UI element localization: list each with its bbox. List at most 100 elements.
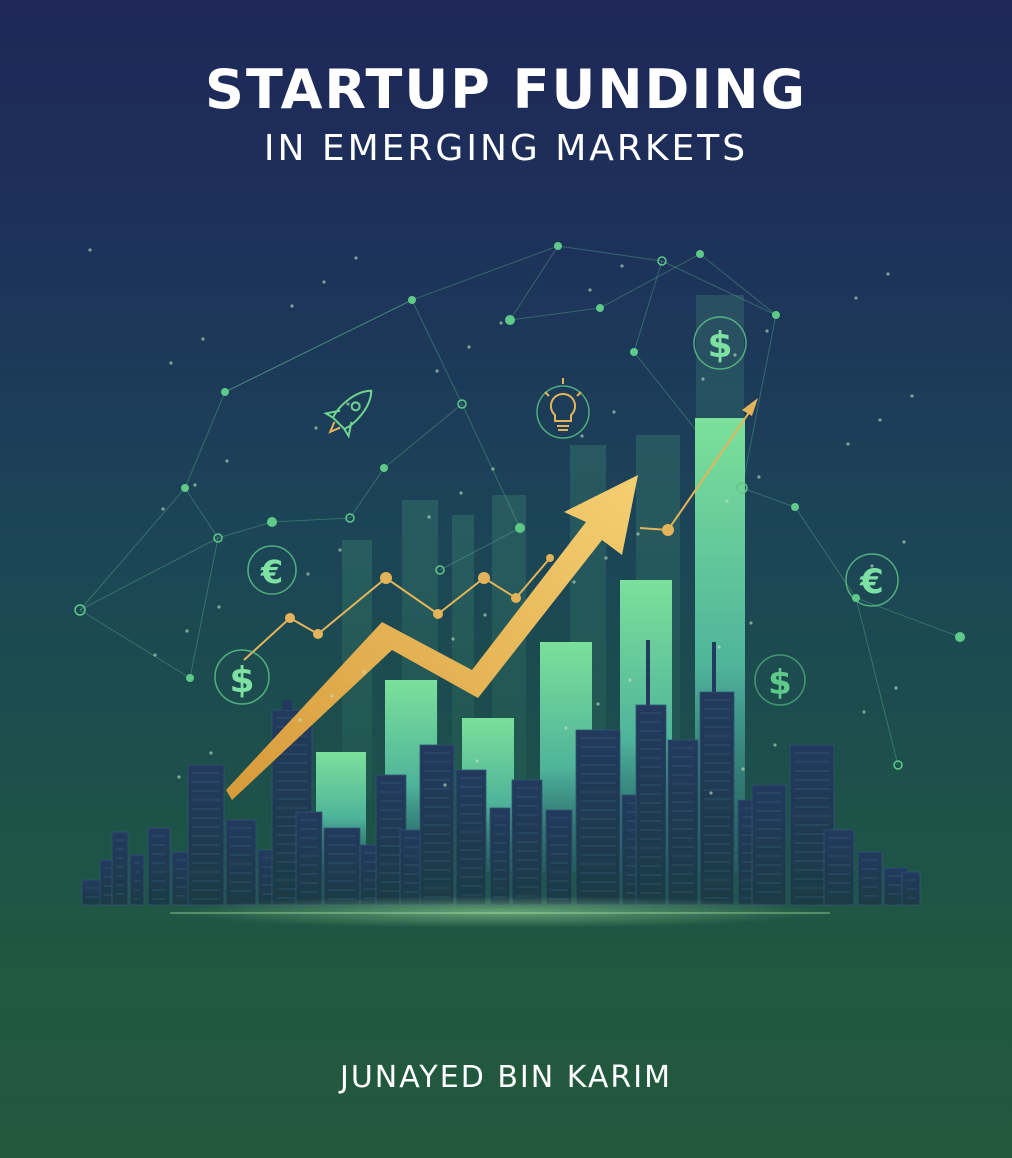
star-dot — [451, 637, 455, 641]
star-dot — [354, 256, 358, 260]
star-dot — [725, 499, 729, 503]
trend-line — [243, 398, 758, 661]
star-dot — [467, 345, 471, 349]
building — [857, 851, 883, 906]
building — [399, 829, 423, 906]
star-dot — [636, 532, 640, 536]
star-dot — [749, 621, 753, 625]
star-dot — [902, 540, 906, 544]
star-dot — [870, 564, 874, 568]
book-subtitle: IN EMERGING MARKETS — [263, 128, 749, 169]
star-dot — [322, 280, 326, 284]
horizon-glow — [170, 896, 830, 928]
growth-arrow — [226, 475, 638, 800]
network-node — [554, 242, 562, 250]
star-dot — [161, 507, 165, 511]
star-dot — [846, 442, 850, 446]
star-dot — [741, 767, 745, 771]
star-dot — [717, 645, 721, 649]
building — [295, 811, 323, 906]
building — [699, 691, 735, 906]
star-dot — [169, 361, 173, 365]
star-dot — [201, 337, 205, 341]
euro-icon: € — [845, 553, 899, 607]
building — [575, 729, 621, 906]
city-skyline — [81, 640, 921, 906]
network-node — [955, 632, 965, 642]
star-dot — [894, 686, 898, 690]
network-node — [630, 348, 638, 356]
network-node — [657, 256, 667, 266]
star-dot — [628, 678, 632, 682]
star-dot — [701, 377, 705, 381]
network-node — [380, 464, 388, 472]
star-dot — [588, 288, 592, 292]
star-dot — [435, 369, 439, 373]
star-dot — [362, 670, 366, 674]
star-dot — [564, 726, 568, 730]
dollar-icon: $ — [214, 649, 270, 705]
star-dot — [773, 743, 777, 747]
svg-text:€: € — [260, 553, 283, 591]
star-dot — [483, 613, 487, 617]
star-dot — [209, 751, 213, 755]
book-title: STARTUP FUNDING — [205, 58, 807, 121]
star-dot — [225, 459, 229, 463]
svg-text:$: $ — [707, 325, 732, 366]
building — [225, 819, 257, 906]
network-node — [267, 517, 277, 527]
star-dot — [443, 783, 447, 787]
network-node — [696, 250, 704, 258]
star-dot — [314, 426, 318, 430]
star-dot — [88, 248, 92, 252]
network-node — [186, 674, 194, 682]
network-node — [736, 482, 748, 494]
star-dot — [612, 410, 616, 414]
star-dot — [491, 467, 495, 471]
star-dot — [306, 572, 310, 576]
network-node — [457, 399, 467, 409]
star-dot — [886, 272, 890, 276]
building — [81, 879, 103, 906]
star-dot — [757, 475, 761, 479]
rocket-icon — [323, 389, 373, 439]
star-dot — [298, 718, 302, 722]
building — [147, 827, 171, 906]
building — [489, 807, 511, 906]
star-dot — [330, 694, 334, 698]
star-dot — [733, 353, 737, 357]
star-dot — [604, 556, 608, 560]
network-nodes — [74, 242, 965, 795]
star-dot — [217, 605, 221, 609]
network-node — [852, 594, 860, 602]
building — [751, 784, 787, 906]
svg-text:$: $ — [229, 660, 254, 701]
dollar-icon: $ — [693, 316, 747, 370]
network-node — [505, 315, 515, 325]
network-node — [345, 513, 355, 523]
star-dot — [910, 394, 914, 398]
star-dot — [878, 418, 882, 422]
building — [455, 769, 487, 906]
star-dot — [854, 296, 858, 300]
star-dot — [709, 791, 713, 795]
network-node — [221, 388, 229, 396]
building — [667, 739, 699, 906]
author-name: JUNAYED BIN KARIM — [339, 1060, 672, 1095]
star-dot — [177, 775, 181, 779]
building — [545, 809, 573, 906]
svg-text:$: $ — [768, 663, 792, 703]
svg-text:€: € — [859, 562, 884, 602]
network-node — [791, 503, 799, 511]
star-dot — [475, 759, 479, 763]
building — [129, 854, 145, 906]
network-node — [596, 304, 604, 312]
star-dot — [338, 548, 342, 552]
building — [323, 827, 361, 906]
star-dot — [580, 434, 584, 438]
building — [635, 704, 667, 906]
network-node — [181, 484, 189, 492]
euro-icon: € — [247, 545, 297, 595]
